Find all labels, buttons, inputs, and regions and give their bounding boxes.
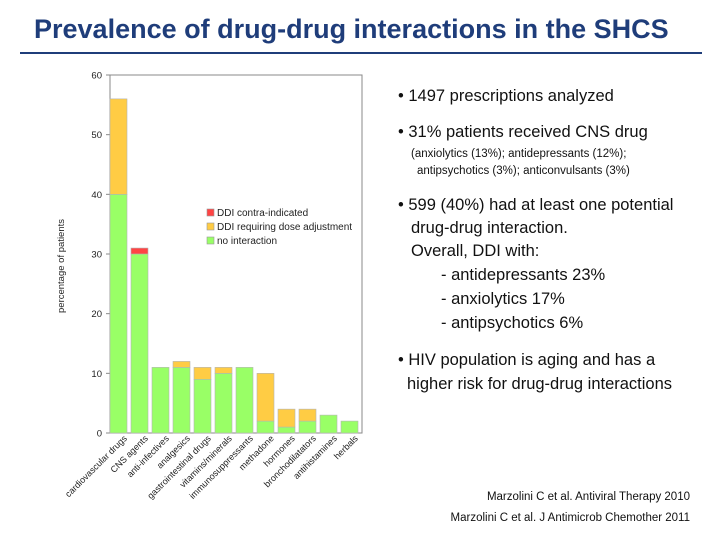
bar-cardiovascular-drugs-no-interaction — [109, 194, 128, 434]
x-tick-label-herbals: herbals — [332, 433, 360, 461]
bar-cns-agents-no-interaction — [130, 253, 149, 434]
bar-immunosuppressants-no-interaction — [235, 367, 254, 434]
title-divider — [20, 52, 702, 54]
bullet-cns-detail-2: antipsychotics (3%); anticonvulsants (3%… — [417, 165, 630, 177]
legend-swatch-ddi-contra-indicated — [206, 208, 215, 217]
bar-hormones-no-interaction — [277, 426, 296, 434]
bullet-ddi-anxiolytics: - anxiolytics 17% — [441, 290, 565, 308]
slide-title: Prevalence of drug-drug interactions in … — [34, 14, 669, 44]
bar-vitamins-minerals-no-interaction — [214, 373, 233, 434]
bar-antihistamines-no-interaction — [319, 414, 338, 434]
bullet-cns-detail-1: (anxiolytics (13%); antidepressants (12%… — [411, 148, 627, 160]
y-tick-label: 0 — [97, 429, 102, 440]
bar-analgesics-ddi-requiring-dose-adjustment — [172, 361, 191, 368]
bullet-hiv-aging-1: • HIV population is aging and has a — [398, 351, 656, 369]
bullet-cns-drug: • 31% patients received CNS drug — [398, 123, 648, 141]
y-tick-label: 60 — [91, 71, 102, 82]
bar-analgesics-no-interaction — [172, 367, 191, 434]
y-tick-label: 20 — [91, 309, 102, 320]
bar-methadone-ddi-requiring-dose-adjustment — [256, 373, 275, 422]
bar-gastrointestinal-drugs-ddi-requiring-dose-adjustment — [193, 367, 212, 380]
bullet-ddi-line-1: • 599 (40%) had at least one potential — [398, 196, 674, 214]
bar-cardiovascular-drugs-ddi-requiring-dose-adjustment — [109, 98, 128, 195]
y-tick-label: 40 — [91, 190, 102, 201]
bar-herbals-no-interaction — [340, 420, 359, 434]
bar-vitamins-minerals-ddi-requiring-dose-adjustment — [214, 367, 233, 374]
citation-2: Marzolini C et al. J Antimicrob Chemothe… — [450, 512, 690, 524]
bullet-hiv-aging-2: higher risk for drug-drug interactions — [407, 375, 673, 393]
citations: Marzolini C et al. Antiviral Therapy 201… — [451, 487, 690, 529]
legend-label-no-interaction: no interaction — [217, 236, 277, 247]
bullet-ddi-line-3: Overall, DDI with: — [411, 242, 540, 260]
bar-gastrointestinal-drugs-no-interaction — [193, 378, 212, 434]
bar-hormones-ddi-requiring-dose-adjustment — [277, 408, 296, 428]
bullet-ddi-antidepressants: - antidepressants 23% — [441, 266, 606, 284]
legend-swatch-ddi-requiring-dose-adjustment — [206, 222, 215, 231]
bullet-ddi-line-2: drug-drug interaction. — [411, 219, 568, 237]
bar-cns-agents-ddi-contra-indicated — [130, 247, 149, 255]
citation-1: Marzolini C et al. Antiviral Therapy 201… — [486, 491, 690, 503]
bar-bronchodilatators-no-interaction — [298, 420, 317, 434]
bullet-ddi-antipsychotics: - antipsychotics 6% — [441, 314, 584, 332]
y-tick-label: 30 — [91, 250, 102, 261]
legend-label-ddi-requiring-dose-adjustment: DDI requiring dose adjustment — [217, 222, 352, 233]
legend-swatch-no-interaction — [206, 236, 215, 245]
bar-anti-infectives-no-interaction — [151, 367, 170, 434]
bar-methadone-no-interaction — [256, 420, 275, 434]
y-tick-label: 10 — [91, 369, 102, 380]
bar-bronchodilatators-ddi-requiring-dose-adjustment — [298, 408, 317, 422]
y-axis-label: percentage of patients — [56, 219, 67, 313]
legend-label-ddi-contra-indicated: DDI contra-indicated — [217, 208, 308, 219]
y-tick-label: 50 — [91, 130, 102, 141]
bullet-prescriptions: • 1497 prescriptions analyzed — [398, 87, 614, 105]
